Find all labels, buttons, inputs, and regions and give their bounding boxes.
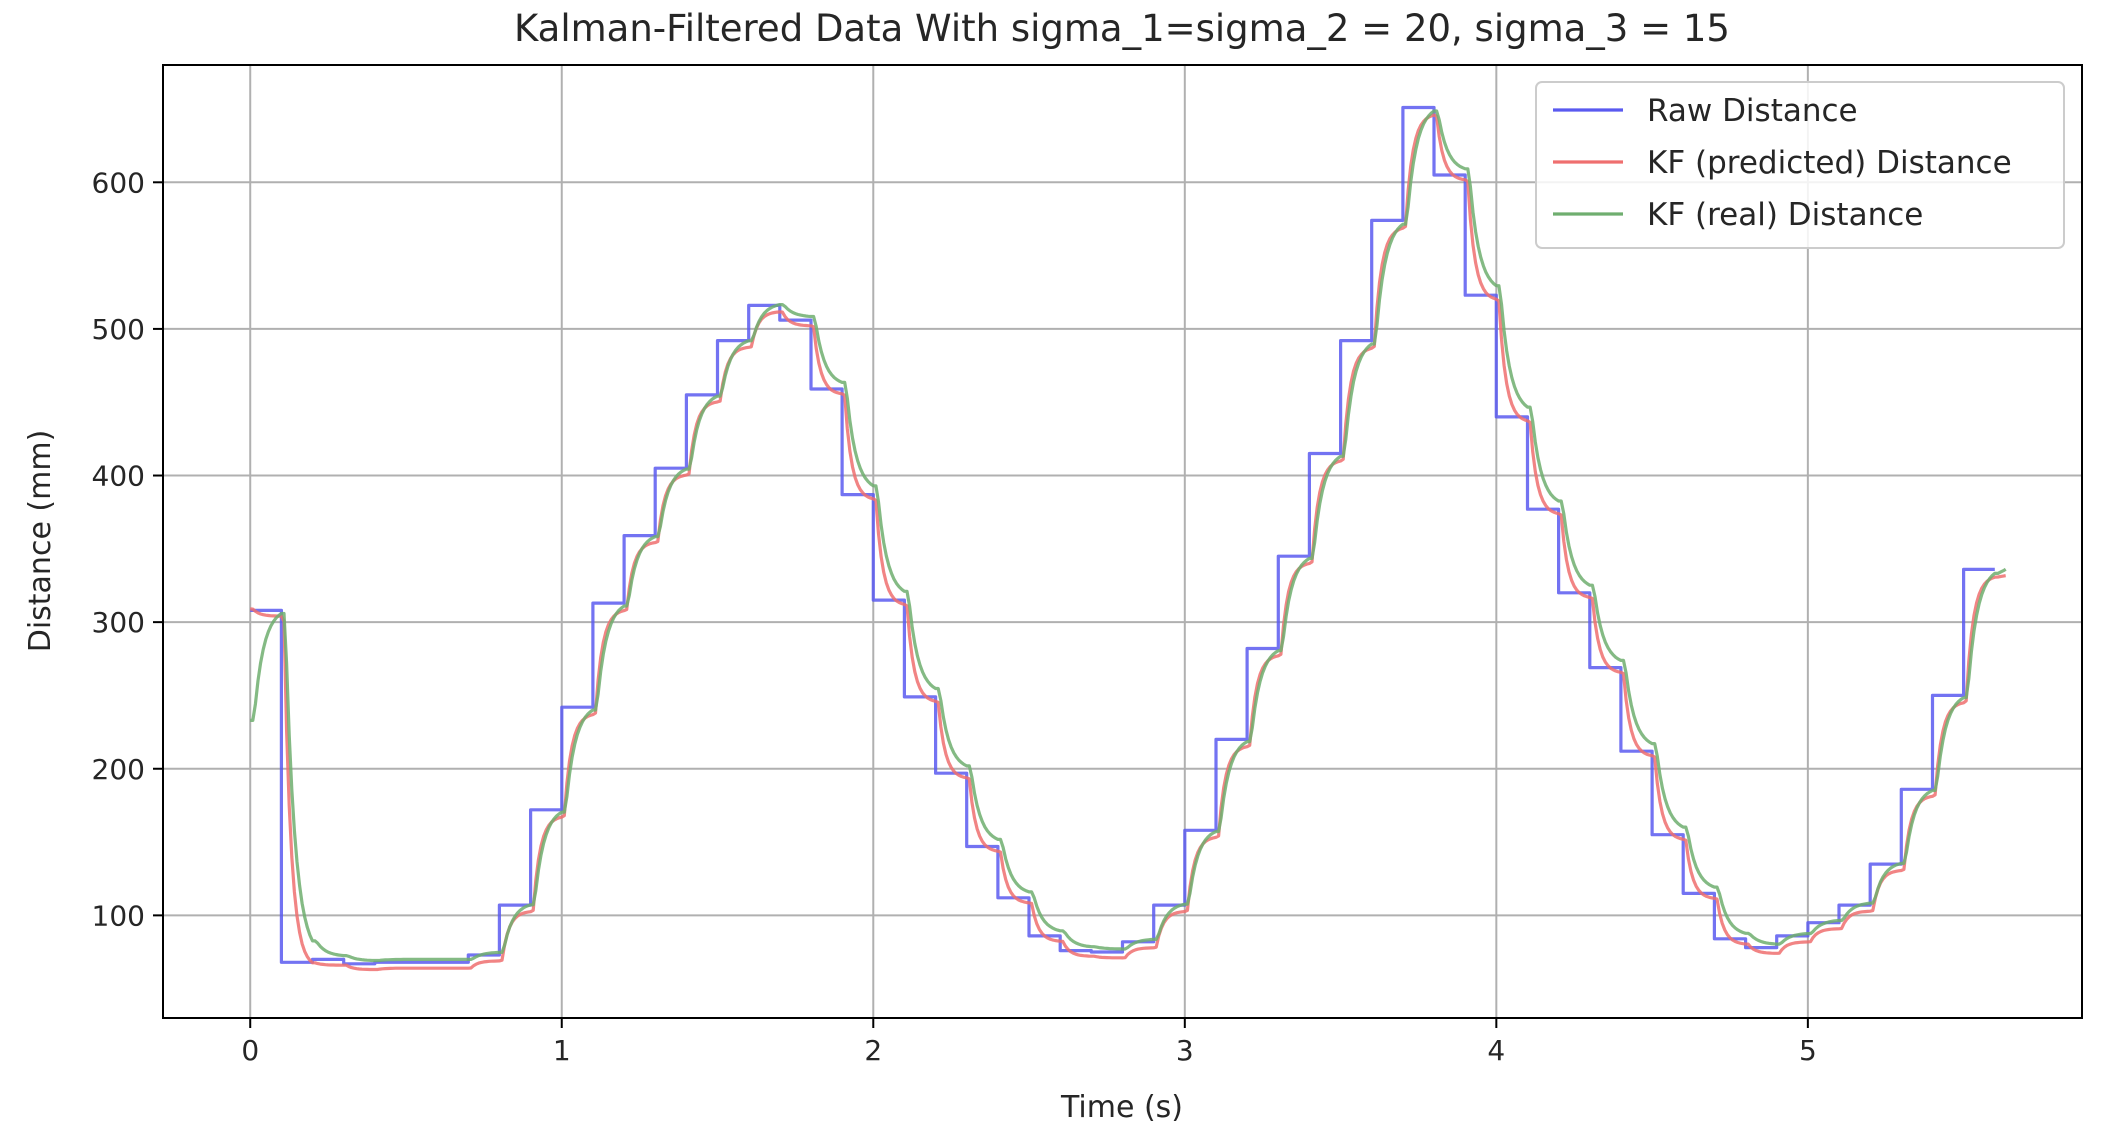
- chart-title: Kalman-Filtered Data With sigma_1=sigma_…: [514, 7, 1730, 50]
- x-tick-label-2: 2: [864, 1034, 882, 1067]
- x-tick-label-5: 5: [1799, 1034, 1817, 1067]
- legend: Raw Distance KF (predicted) Distance KF (r…: [1535, 81, 2065, 249]
- x-axis-label: Time (s): [1060, 1090, 1183, 1125]
- legend-label-1: KF (predicted) Distance: [1647, 145, 2012, 181]
- series-line-2: [250, 109, 2007, 963]
- plot-frame: [162, 64, 2083, 1019]
- legend-label-0: Raw Distance: [1647, 93, 1858, 129]
- x-tick-label-4: 4: [1487, 1034, 1505, 1067]
- y-axis: 100 200 300 400 500 600: [92, 166, 163, 932]
- y-tick-label-4: 500: [92, 313, 145, 346]
- y-axis-label: Distance (mm): [23, 430, 58, 653]
- series-layer: [250, 105, 2007, 972]
- y-tick-label-0: 100: [92, 899, 145, 932]
- x-tick-label-0: 0: [241, 1034, 259, 1067]
- y-tick-label-1: 200: [92, 753, 145, 786]
- series-line-1: [250, 113, 2006, 972]
- legend-box: [1535, 81, 2065, 249]
- y-tick-label-3: 400: [92, 460, 145, 493]
- y-tick-label-5: 600: [92, 166, 145, 199]
- x-tick-label-3: 3: [1176, 1034, 1194, 1067]
- x-tick-label-1: 1: [553, 1034, 571, 1067]
- legend-label-2: KF (real) Distance: [1647, 197, 1923, 233]
- x-axis: 0 1 2 3 4 5: [241, 1018, 1817, 1067]
- y-tick-label-2: 300: [92, 606, 145, 639]
